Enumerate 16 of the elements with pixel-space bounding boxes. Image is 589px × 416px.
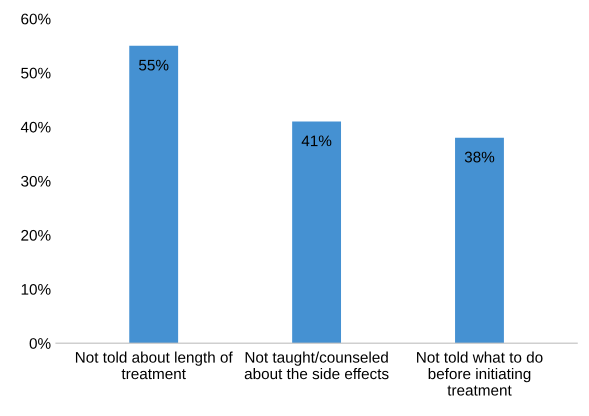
y-tick-label: 30% xyxy=(21,176,51,187)
data-label: 55% xyxy=(139,60,168,71)
x-tick-label: Not taught/counseled about the side effects xyxy=(244,352,389,380)
data-label: 38% xyxy=(464,152,494,162)
bar xyxy=(129,46,178,344)
y-tick-label: 50% xyxy=(21,68,51,78)
x-tick-label: Not told about length of treatment xyxy=(76,352,233,380)
y-tick-label: 40% xyxy=(20,122,51,133)
y-tick-label: 20% xyxy=(21,230,51,241)
y-tick-label: 10% xyxy=(22,284,51,295)
y-tick-label: 60% xyxy=(21,14,51,24)
y-tick-label: 0% xyxy=(30,338,51,349)
x-tick-label: Not told what to do before initiating treatment xyxy=(417,352,543,396)
data-label: 41% xyxy=(302,135,332,146)
bar xyxy=(455,138,504,344)
bar xyxy=(292,121,342,344)
